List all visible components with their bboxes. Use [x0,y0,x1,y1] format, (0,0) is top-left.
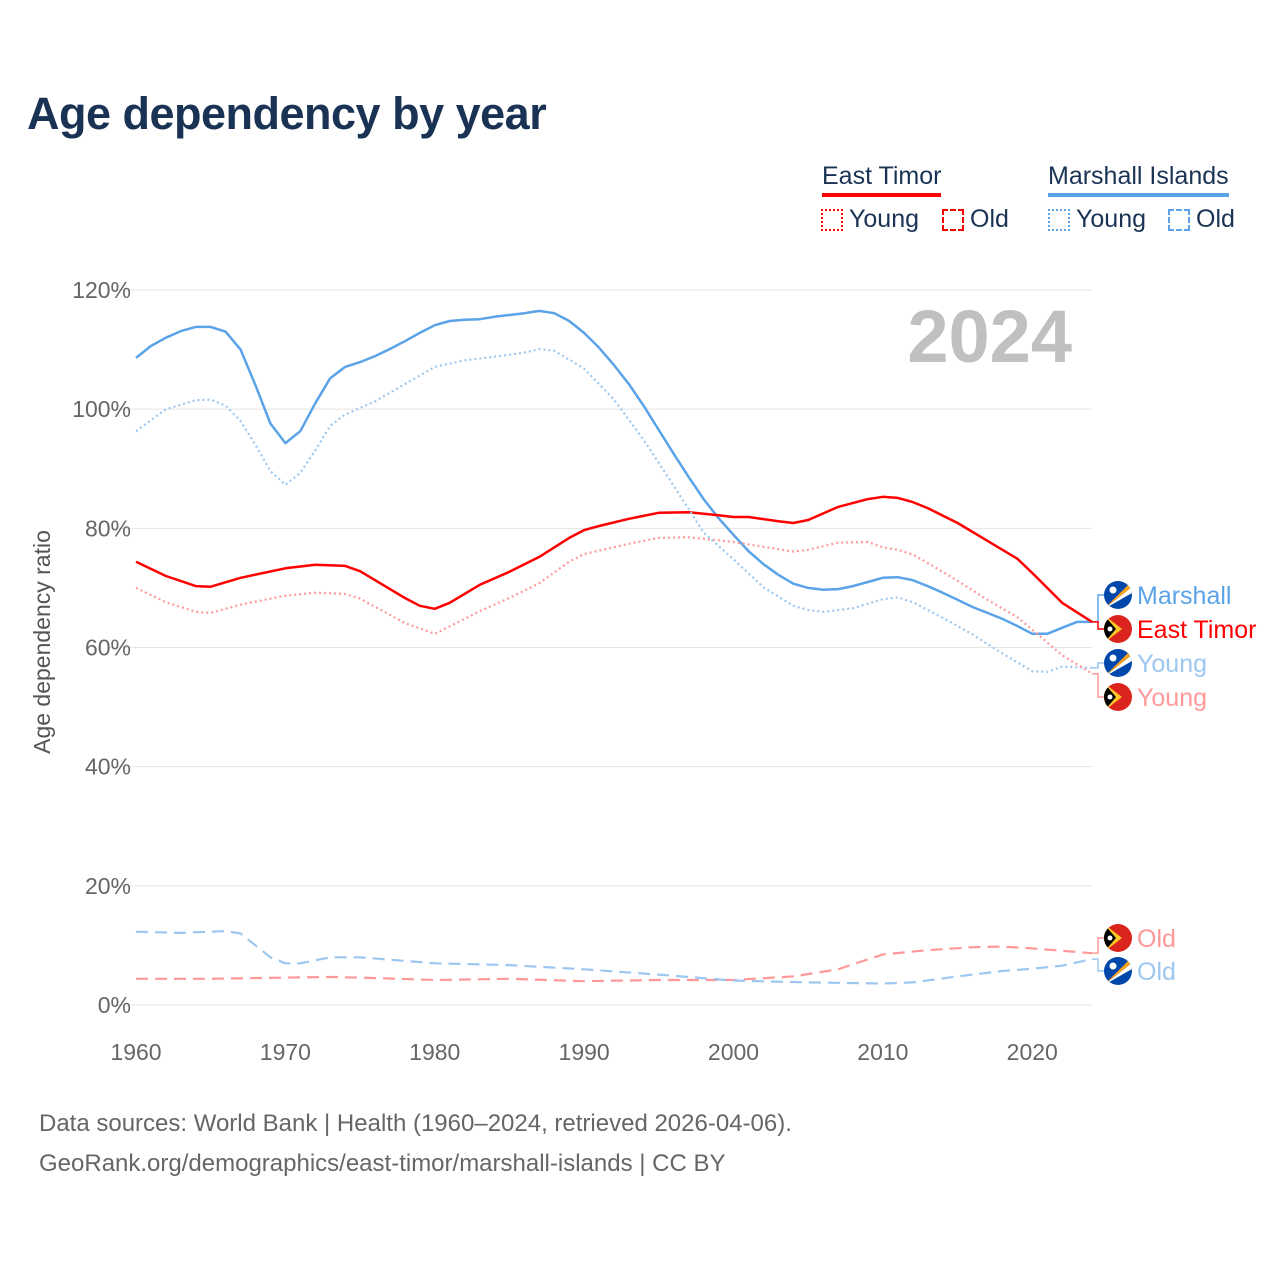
y-tick-label: 100% [72,396,131,422]
x-tick-label: 1960 [110,1039,161,1065]
label-connector [1092,594,1104,623]
marshall-islands-flag-icon [1104,957,1132,985]
legend-label: Young [849,205,919,233]
label-connector [1092,662,1104,669]
east-timor-flag-icon [1104,924,1132,952]
x-tick-label: 1980 [409,1039,460,1065]
end-label-text: Marshall [1137,582,1231,610]
dashed-swatch-icon [1168,208,1190,231]
label-connector [1092,958,1104,972]
legend-east-timor[interactable]: East Timor [822,162,942,197]
series-line-east-timor-old[interactable] [136,945,1093,983]
label-connector [1092,672,1104,698]
end-label-text: Young [1137,650,1207,678]
legend-marshall-young[interactable]: Young [1048,205,1146,234]
marshall-islands-flag-icon [1104,581,1132,609]
end-label-text: Young [1137,684,1207,712]
legend-east-timor-young[interactable]: Young [821,205,919,234]
dashed-swatch-icon [942,208,964,231]
marshall-islands-flag-icon [1104,649,1132,677]
y-tick-label: 40% [85,754,131,780]
x-tick-label: 2020 [1007,1039,1058,1065]
y-tick-label: 20% [85,873,131,899]
end-label[interactable]: East Timor [1092,615,1256,644]
series-line-marshall-islands[interactable] [135,309,1092,636]
series-line-east-timor-young[interactable] [135,536,1093,675]
label-connector [1092,937,1104,954]
y-axis-label: Age dependency ratio [29,530,55,754]
legend-marshall-old[interactable]: Old [1168,205,1235,234]
footer-url[interactable]: GeoRank.org/demographics/east-timor/mars… [39,1150,726,1177]
end-label[interactable]: Old [1092,924,1176,954]
end-label[interactable]: Young [1092,649,1207,678]
chart-title: Age dependency by year [27,88,547,139]
x-tick-label: 2010 [857,1039,908,1065]
end-label-text: East Timor [1137,616,1256,644]
legend-label: Young [1076,205,1146,233]
end-label[interactable]: Old [1092,957,1176,986]
x-tick-label: 2000 [708,1039,759,1065]
east-timor-flag-icon [1104,683,1132,711]
x-tick-label: 1990 [559,1039,610,1065]
series-line-marshall-islands-old[interactable] [135,929,1093,985]
end-label-text: Old [1137,925,1176,953]
east-timor-flag-icon [1104,615,1132,643]
dotted-swatch-icon [821,208,843,231]
series-line-east-timor[interactable] [135,495,1093,623]
end-label[interactable]: Marshall [1092,581,1231,623]
x-tick-label: 1970 [260,1039,311,1065]
dotted-swatch-icon [1048,208,1070,231]
legend-label: Old [970,205,1009,233]
legend-marshall-islands[interactable]: Marshall Islands [1048,162,1229,197]
y-tick-label: 80% [85,515,131,541]
series-line-marshall-islands-young[interactable] [135,347,1093,674]
end-label[interactable]: Young [1092,672,1207,712]
y-tick-label: 120% [72,277,131,303]
y-tick-label: 60% [85,635,131,661]
y-tick-label: 0% [98,992,131,1018]
footer-sources: Data sources: World Bank | Health (1960–… [39,1110,792,1137]
legend-east-timor-old[interactable]: Old [942,205,1009,234]
end-label-text: Old [1137,958,1176,986]
legend-label: Old [1196,205,1235,233]
label-connector [1092,621,1104,630]
year-watermark: 2024 [907,295,1072,378]
